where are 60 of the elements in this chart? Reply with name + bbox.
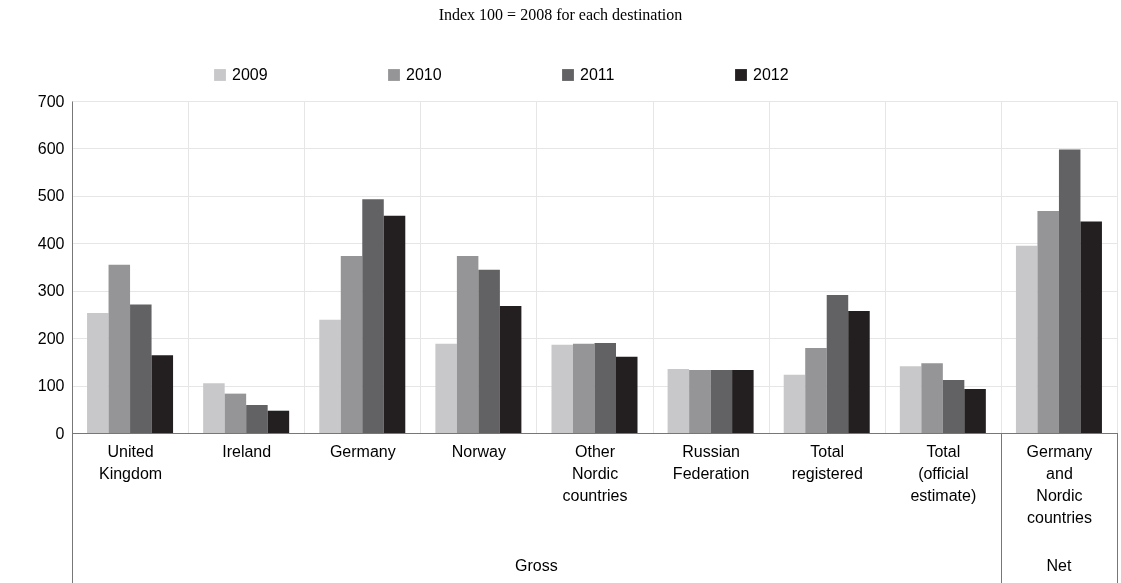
- y-tick-label: 700: [37, 92, 65, 110]
- bar: [964, 388, 986, 433]
- bar: [1037, 211, 1059, 433]
- x-tick-label: Russian Federation: [672, 442, 750, 482]
- x-tick-label: Germany: [329, 442, 396, 460]
- bar: [435, 343, 457, 433]
- bar: [783, 374, 806, 433]
- bar: [689, 369, 711, 433]
- bar: [899, 366, 922, 433]
- y-tick-label: 600: [37, 139, 65, 157]
- legend-label: 2011: [580, 66, 615, 83]
- x-tick-label: Norway: [451, 442, 507, 460]
- legend-label: 2010: [406, 66, 442, 83]
- bar: [340, 256, 363, 433]
- bar: [826, 294, 849, 433]
- y-tick-label: 400: [37, 234, 65, 252]
- bar: [383, 215, 406, 433]
- bar: [203, 383, 225, 433]
- y-tick-label: 100: [37, 377, 65, 395]
- y-tick-label: 0: [55, 424, 65, 442]
- bar: [319, 319, 341, 433]
- bar: [246, 405, 268, 433]
- y-tick-label: 200: [37, 329, 65, 347]
- x-tick-label: United Kingdom: [98, 442, 163, 482]
- bar: [478, 269, 500, 433]
- text: Gross: [514, 557, 559, 575]
- bar: [1058, 149, 1081, 433]
- bar: [1080, 221, 1102, 433]
- bar: [108, 264, 131, 433]
- bar: [732, 369, 754, 433]
- bar: [456, 256, 479, 433]
- x-tick-label: Germany and Nordic countries: [1026, 442, 1093, 526]
- bar: [151, 355, 174, 433]
- bar: [616, 356, 638, 433]
- bar: [594, 342, 616, 433]
- bar: [130, 304, 152, 433]
- bar: [667, 368, 690, 433]
- bar: [805, 348, 827, 433]
- y-tick-label: 500: [37, 187, 65, 205]
- bar: [87, 313, 109, 433]
- legend-label: 2009: [232, 66, 268, 83]
- bar: [499, 305, 522, 433]
- bar: [1015, 245, 1038, 433]
- chart-title: Index 100 = 2008 for each destination: [437, 6, 684, 24]
- bar: [573, 343, 595, 433]
- legend-label: 2012: [753, 66, 789, 83]
- bar: [710, 369, 733, 433]
- bar: [362, 199, 384, 433]
- x-tick-label: Total (official estimate): [910, 442, 977, 504]
- bar: [551, 344, 573, 433]
- x-tick-label: Other Nordic countries: [562, 442, 628, 504]
- bar: [848, 311, 870, 433]
- x-tick-label: Total registered: [791, 442, 863, 482]
- bar: [921, 363, 943, 433]
- bar: [942, 379, 965, 433]
- y-tick-label: 300: [37, 282, 65, 300]
- bar: [224, 393, 247, 433]
- x-tick-label: Ireland: [222, 442, 272, 460]
- text: Net: [1045, 557, 1073, 575]
- bar: [267, 410, 290, 433]
